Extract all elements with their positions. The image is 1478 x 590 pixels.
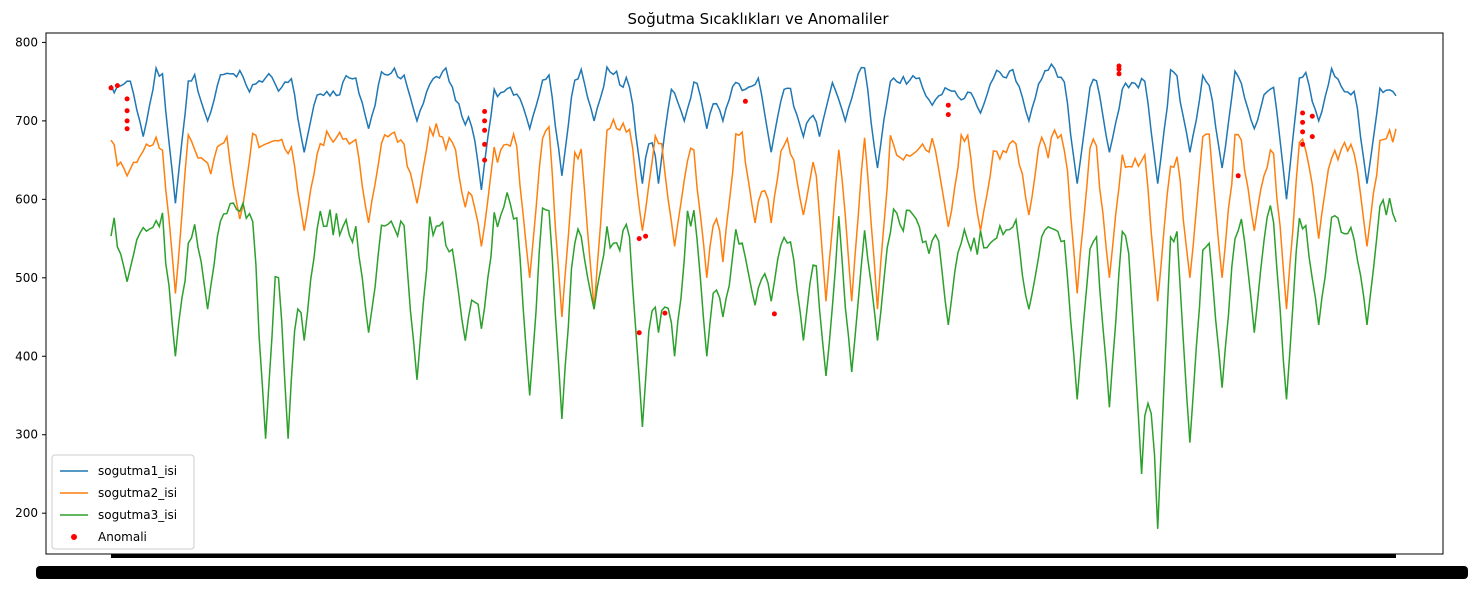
anomaly-point	[1309, 113, 1315, 119]
anomaly-point	[1235, 173, 1241, 179]
x-tick-marks-overlapping	[111, 554, 1396, 558]
chart-title: Soğutma Sıcaklıkları ve Anomaliler	[628, 10, 890, 28]
legend-swatch-anomali	[71, 534, 77, 540]
anomaly-point	[124, 108, 130, 114]
y-axis: 200 300 400 500 600 700 800	[15, 35, 46, 520]
anomaly-point	[643, 233, 649, 239]
legend-label-sogutma3: sogutma3_isi	[98, 508, 177, 522]
anomaly-point	[124, 96, 130, 102]
anomaly-point	[1300, 141, 1306, 147]
y-tick-label: 600	[15, 192, 38, 206]
series-line-sogutma3_isi	[110, 192, 1397, 529]
anomaly-point	[108, 85, 114, 91]
anomaly-layer	[108, 63, 1315, 336]
series-line-sogutma2_isi	[110, 117, 1397, 318]
legend-label-sogutma2: sogutma2_isi	[98, 486, 177, 500]
anomaly-point	[1300, 129, 1306, 135]
series-line-sogutma1_isi	[110, 62, 1397, 204]
anomaly-point	[482, 157, 488, 163]
anomaly-point	[1300, 110, 1306, 116]
y-tick-label: 800	[15, 35, 38, 49]
anomaly-point	[945, 102, 951, 108]
legend-label-anomali: Anomali	[98, 530, 147, 544]
y-tick-label: 700	[15, 114, 38, 128]
anomaly-point	[742, 98, 748, 104]
anomaly-point	[1309, 134, 1315, 140]
anomaly-point	[636, 236, 642, 242]
anomaly-point	[124, 118, 130, 124]
anomaly-point	[482, 109, 488, 114]
anomaly-point	[114, 83, 120, 89]
x-axis	[36, 554, 1468, 579]
legend-frame	[51, 454, 195, 550]
series-layer	[110, 62, 1397, 529]
anomaly-point	[482, 141, 488, 147]
anomaly-point	[662, 310, 668, 316]
anomaly-point	[1116, 63, 1122, 69]
y-tick-label: 400	[15, 349, 38, 363]
anomaly-point	[1116, 71, 1122, 77]
anomaly-point	[771, 311, 777, 317]
y-tick-label: 300	[15, 428, 38, 442]
anomaly-point	[945, 112, 951, 118]
legend: sogutma1_isi sogutma2_isi sogutma3_isi A…	[51, 454, 195, 550]
anomaly-point	[636, 330, 642, 336]
y-tick-label: 200	[15, 506, 38, 520]
anomaly-point	[482, 118, 488, 124]
plot-area	[45, 32, 1444, 555]
anomaly-point	[482, 127, 488, 133]
plot-frame	[45, 32, 1444, 555]
anomaly-point	[1300, 119, 1306, 125]
y-tick-label: 500	[15, 271, 38, 285]
legend-label-sogutma1: sogutma1_isi	[98, 464, 177, 478]
x-tick-labels-overlapping	[36, 566, 1468, 579]
anomaly-point	[124, 126, 130, 132]
